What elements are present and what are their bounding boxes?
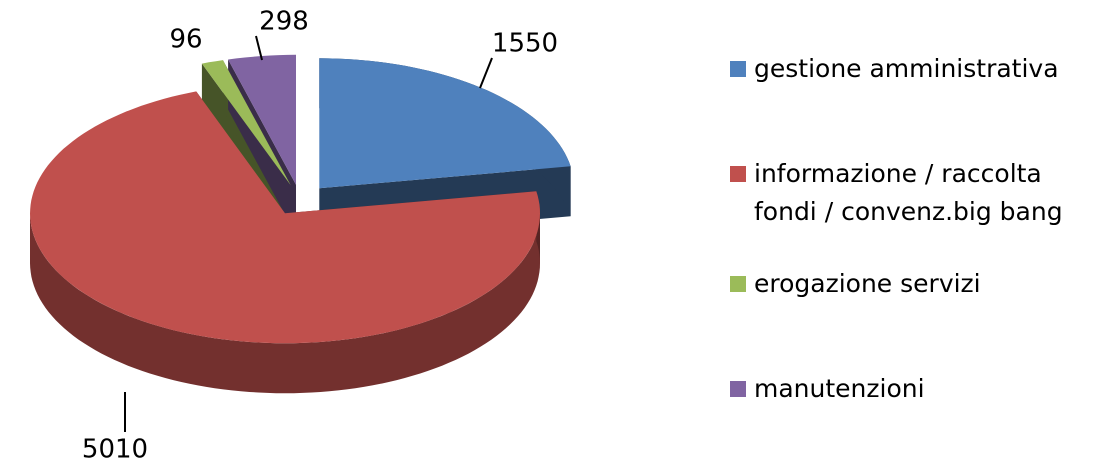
- legend-swatch: [730, 166, 746, 182]
- legend-item: informazione / raccolta fondi / convenz.…: [730, 155, 1110, 231]
- leader-line: [479, 57, 493, 89]
- slice-tops: [30, 54, 571, 344]
- data-label: 1550: [492, 29, 558, 59]
- data-label: 5010: [82, 435, 148, 465]
- legend-swatch: [730, 381, 746, 397]
- slice: [319, 58, 571, 189]
- legend-label: gestione amministrativa: [754, 54, 1059, 83]
- data-label: 96: [169, 25, 202, 55]
- legend-item: manutenzioni: [730, 370, 1110, 408]
- pie-area: 1550 5010 96 298: [30, 7, 571, 465]
- legend-item: erogazione servizi: [730, 265, 1110, 303]
- slice-rim: [30, 213, 540, 394]
- slice: [228, 54, 296, 185]
- leader-line: [255, 35, 263, 61]
- slice: [201, 60, 291, 186]
- legend-item: gestione amministrativa: [730, 50, 1110, 88]
- legend-label: manutenzioni: [754, 374, 925, 403]
- legend-swatch: [730, 276, 746, 292]
- legend-label: erogazione servizi: [754, 269, 981, 298]
- legend-label: informazione / raccolta fondi / convenz.…: [754, 159, 1063, 226]
- data-label: 298: [259, 7, 309, 37]
- slice: [30, 91, 540, 344]
- legend-swatch: [730, 61, 746, 77]
